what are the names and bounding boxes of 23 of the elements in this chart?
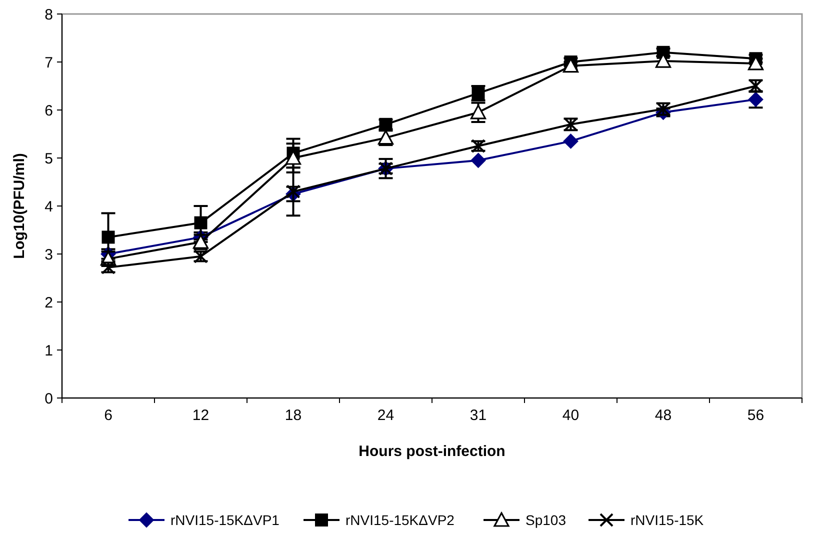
y-tick-label: 5 [44, 150, 53, 168]
legend-label: rNVI15-15KΔVP1 [170, 512, 280, 528]
x-tick-label: 31 [470, 407, 487, 424]
x-axis-title: Hours post-infection [358, 443, 506, 460]
legend-label: Sp103 [526, 512, 566, 528]
y-tick-label: 3 [44, 246, 53, 264]
y-axis-title: Log10(PFU/ml) [11, 153, 28, 259]
x-tick-label: 6 [104, 407, 112, 424]
y-tick-label: 6 [44, 102, 53, 120]
x-tick-label: 18 [284, 407, 302, 424]
y-tick-label: 7 [44, 54, 53, 72]
y-tick-label: 1 [44, 342, 53, 360]
x-tick-label: 24 [377, 407, 394, 424]
legend-label: rNVI15-15KΔVP2 [346, 512, 455, 528]
x-tick-label: 56 [747, 407, 764, 424]
y-tick-label: 0 [44, 390, 53, 408]
y-tick-label: 4 [44, 198, 53, 216]
x-tick-label: 48 [654, 407, 672, 424]
legend-label: rNVI15-15K [630, 512, 704, 528]
x-tick-label: 40 [562, 407, 580, 424]
y-tick-label: 2 [44, 294, 53, 312]
y-tick-label: 8 [44, 6, 53, 24]
x-tick-label: 12 [192, 407, 210, 424]
